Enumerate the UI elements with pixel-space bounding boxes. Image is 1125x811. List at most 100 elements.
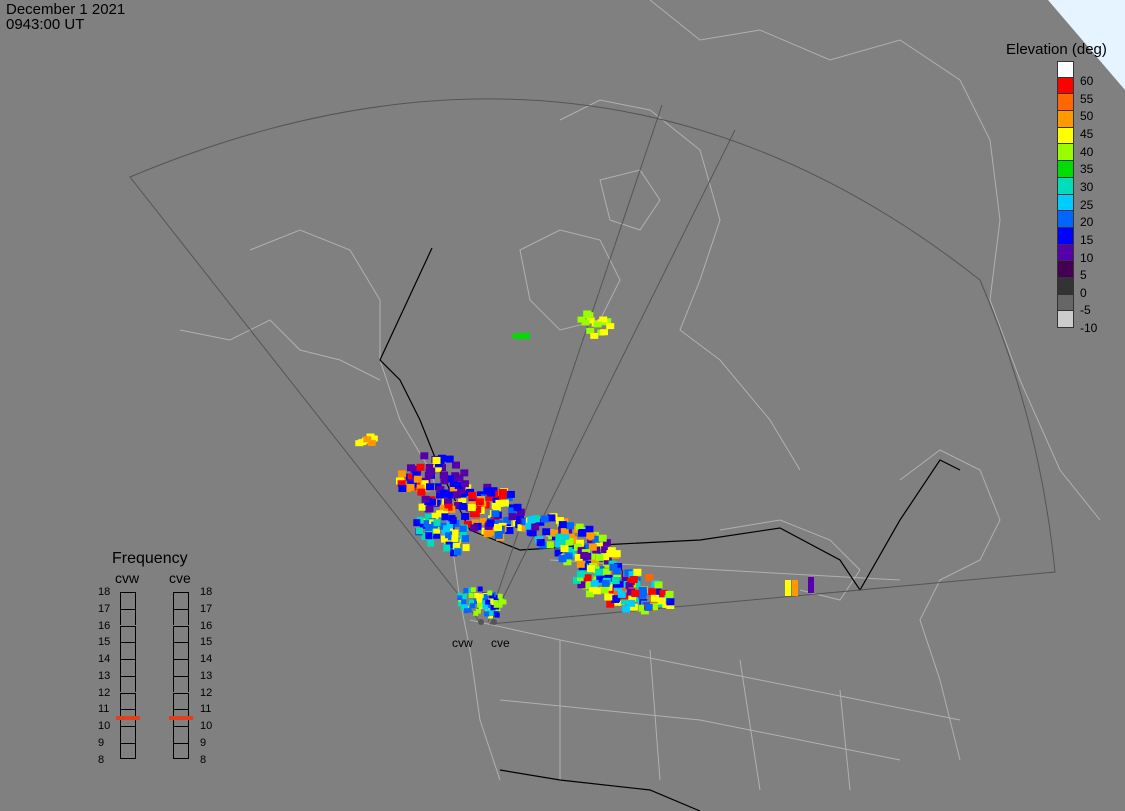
echo-pixel: [420, 480, 429, 488]
freq-tick-label: 18: [200, 586, 213, 598]
echo-pixel: [398, 470, 407, 478]
echo-pixel: [666, 602, 675, 609]
echo-pixel: [454, 502, 463, 509]
echo-pixel: [425, 505, 434, 513]
echo-pixel: [475, 498, 484, 506]
echo-pixel: [596, 575, 605, 583]
echo-pixel: [445, 455, 454, 463]
echo-pixel: [470, 524, 479, 532]
legend-tick-label: 55: [1080, 91, 1094, 106]
echo-pixel: [650, 603, 658, 611]
echo-pixel: [358, 439, 367, 446]
echo-pixel: [447, 491, 456, 499]
freq-cell: [120, 742, 136, 760]
echo-pixel: [525, 522, 534, 530]
corner-patch: [1048, 0, 1125, 90]
echo-pixel: [473, 505, 482, 513]
echo-pixel: [445, 531, 453, 539]
echo-pixel: [542, 528, 551, 536]
freq-cell: [173, 608, 189, 626]
echo-pixel: [633, 568, 642, 576]
legend-tick-label: -5: [1080, 303, 1091, 318]
echo-pixel: [645, 574, 654, 581]
echo-pixel: [648, 588, 657, 596]
echo-pixel: [555, 533, 564, 541]
freq-cell: [173, 659, 189, 676]
echo-pixel: [576, 570, 585, 578]
echo-pixel: [492, 495, 501, 503]
echo-pixel: [449, 517, 457, 524]
echo-pixel: [575, 523, 584, 531]
echo-pixel: [451, 534, 459, 542]
echo-pixel: [505, 526, 514, 534]
echo-pixel: [561, 532, 570, 540]
freq-tick-label: 11: [98, 703, 110, 716]
echo-pixel: [441, 490, 450, 498]
echo-pixel: [461, 599, 467, 605]
legend-swatch: [1057, 77, 1074, 95]
echo-pixel: [506, 490, 515, 498]
echo-pixel: [458, 503, 467, 510]
echo-pixel: [586, 327, 595, 334]
echo-pixel: [638, 586, 647, 594]
echo-pixel: [586, 317, 595, 324]
echo-pixel: [468, 593, 474, 598]
freq-marker: [169, 715, 193, 720]
echo-pixel: [590, 332, 599, 339]
echo-pixel: [560, 545, 569, 552]
echo-pixel: [424, 471, 433, 479]
echo-pixel: [486, 519, 495, 527]
legend-swatch: [1057, 161, 1074, 178]
echo-pixel: [612, 580, 621, 588]
legend-swatch: [1057, 294, 1074, 312]
echo-pixel: [444, 537, 452, 545]
echo-pixel: [488, 598, 494, 604]
echo-pixel: [427, 467, 436, 475]
legend-tick-label: 15: [1080, 232, 1094, 247]
echo-pixel: [455, 474, 464, 482]
echo-pixel: [498, 493, 507, 500]
echo-pixel: [612, 550, 621, 558]
freq-cell: [173, 726, 189, 743]
echo-pixel: [473, 610, 479, 616]
echo-pixel: [463, 604, 469, 610]
legend-swatch: [1057, 261, 1074, 278]
echo-pixel: [503, 516, 512, 524]
legend-swatch: [1057, 311, 1074, 328]
echo-pixel: [407, 473, 416, 481]
freq-cell: [120, 692, 136, 710]
echo-pixel: [418, 503, 427, 511]
echo-pixel: [449, 481, 458, 489]
echo-pixel: [555, 517, 564, 525]
echo-pixel: [622, 605, 631, 613]
echo-pixel: [492, 504, 501, 512]
echo-pixel: [412, 471, 421, 479]
echo-pixel: [536, 539, 545, 546]
echo-pixel: [653, 588, 662, 596]
freq-tick-label: 15: [200, 636, 213, 649]
echo-pixel: [555, 540, 564, 548]
echo-pixel: [560, 527, 569, 535]
echo-pixel: [582, 582, 591, 590]
echo-pixel: [598, 534, 607, 542]
echo-pixel: [540, 515, 549, 523]
freq-cell: [120, 608, 136, 626]
echo-pixel: [444, 498, 452, 506]
echo-pixel: [479, 518, 488, 526]
radar-label-cve: cve: [491, 636, 510, 650]
echo-pixel: [479, 600, 485, 606]
echo-pixel: [469, 510, 478, 518]
echo-pixel: [421, 533, 429, 540]
echo-pixel: [432, 457, 441, 464]
echo-pixel: [585, 590, 594, 598]
radar-site-cve: [491, 619, 497, 625]
echo-pixel: [565, 538, 574, 546]
echo-pixel: [441, 513, 449, 521]
echo-pixel: [629, 603, 638, 611]
echo-pixel: [468, 496, 477, 504]
echo-pixel: [600, 586, 609, 594]
echo-pixel: [601, 546, 610, 554]
echo-pixel: [558, 521, 567, 529]
freq-tick-label: 12: [200, 686, 213, 699]
freq-cell: [120, 659, 136, 676]
